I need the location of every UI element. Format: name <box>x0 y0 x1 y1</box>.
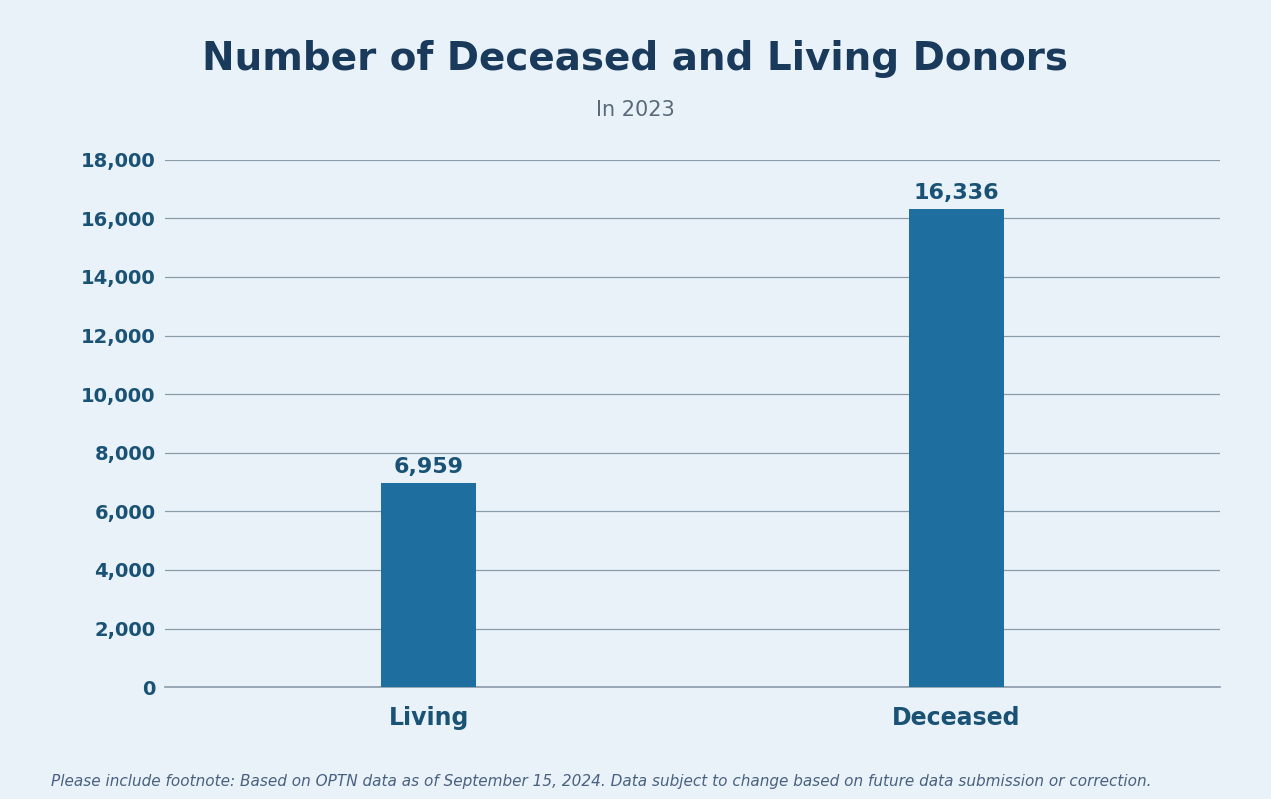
Text: 6,959: 6,959 <box>394 457 464 478</box>
Text: In 2023: In 2023 <box>596 100 675 120</box>
Bar <box>381 483 477 687</box>
Text: Please include footnote: Based on OPTN data as of September 15, 2024. Data subje: Please include footnote: Based on OPTN d… <box>51 774 1152 789</box>
Text: Number of Deceased and Living Donors: Number of Deceased and Living Donors <box>202 40 1069 78</box>
Bar <box>909 209 1004 687</box>
Text: 16,336: 16,336 <box>914 183 999 203</box>
